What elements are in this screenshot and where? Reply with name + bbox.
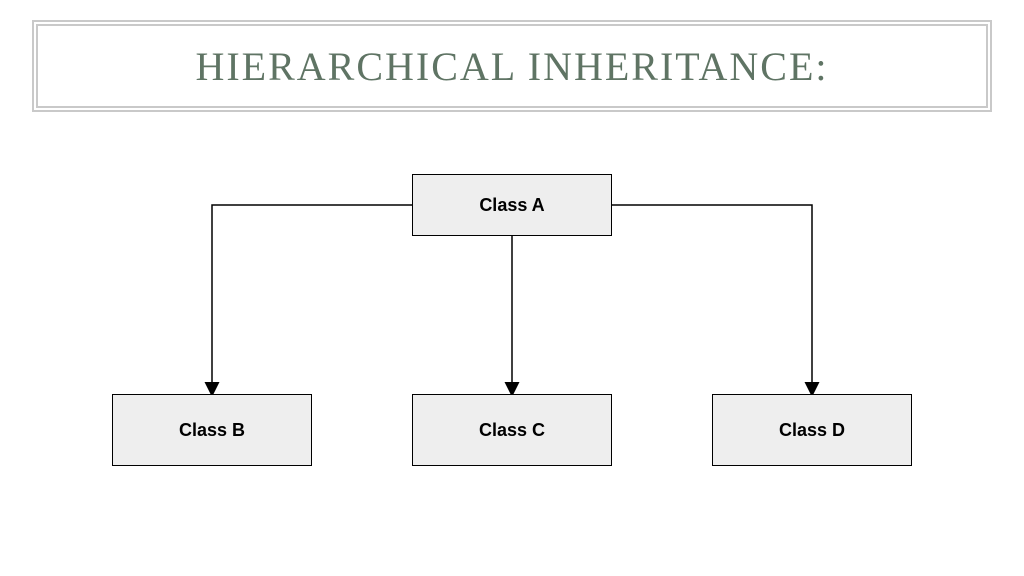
slide: HIERARCHICAL INHERITANCE: Class A Class B… — [0, 0, 1024, 576]
class-node-d: Class D — [712, 394, 912, 466]
title-container: HIERARCHICAL INHERITANCE: — [32, 20, 992, 112]
title-border: HIERARCHICAL INHERITANCE: — [32, 20, 992, 112]
slide-title: HIERARCHICAL INHERITANCE: — [195, 43, 828, 90]
edge-a-b — [212, 205, 412, 394]
class-node-c: Class C — [412, 394, 612, 466]
edge-a-d — [612, 205, 812, 394]
class-node-a: Class A — [412, 174, 612, 236]
class-node-b: Class B — [112, 394, 312, 466]
diagram-panel: Class A Class B Class C Class D — [62, 140, 962, 536]
